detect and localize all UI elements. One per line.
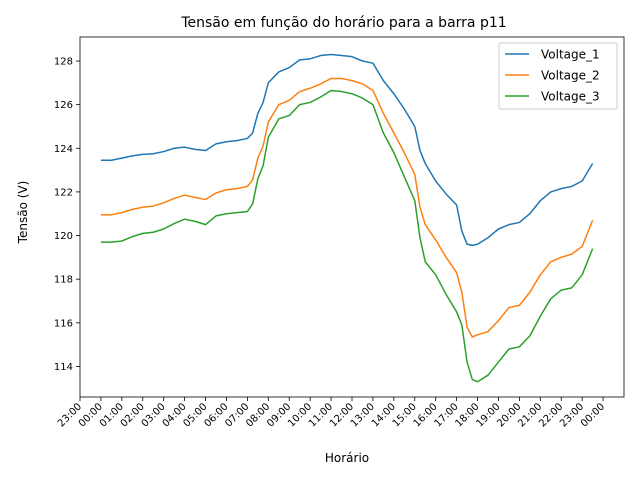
y-tick-label: 116 xyxy=(54,318,73,329)
y-tick-label: 118 xyxy=(54,275,73,286)
legend-frame xyxy=(498,42,618,110)
plot-area xyxy=(100,53,594,383)
legend-label-2: Voltage_2 xyxy=(541,69,600,83)
y-tick-label: 124 xyxy=(54,144,73,155)
legend-label-3: Voltage_3 xyxy=(541,90,600,104)
y-tick-label: 126 xyxy=(54,100,73,111)
y-tick-label: 114 xyxy=(54,362,73,373)
legend: Voltage_1 Voltage_2 Voltage_3 xyxy=(498,42,618,110)
y-tick-label: 128 xyxy=(54,57,73,68)
series-line-2 xyxy=(100,77,594,338)
x-axis-title: Horário xyxy=(325,451,369,465)
y-tick-label: 122 xyxy=(54,187,73,198)
legend-label-1: Voltage_1 xyxy=(541,48,600,62)
chart-title: Tensão em função do horário para a barra… xyxy=(180,15,506,31)
y-tick-label: 120 xyxy=(54,231,73,242)
series-line-1 xyxy=(100,53,594,247)
y-axis-title: Tensão (V) xyxy=(16,181,30,245)
series-line-3 xyxy=(100,89,594,383)
